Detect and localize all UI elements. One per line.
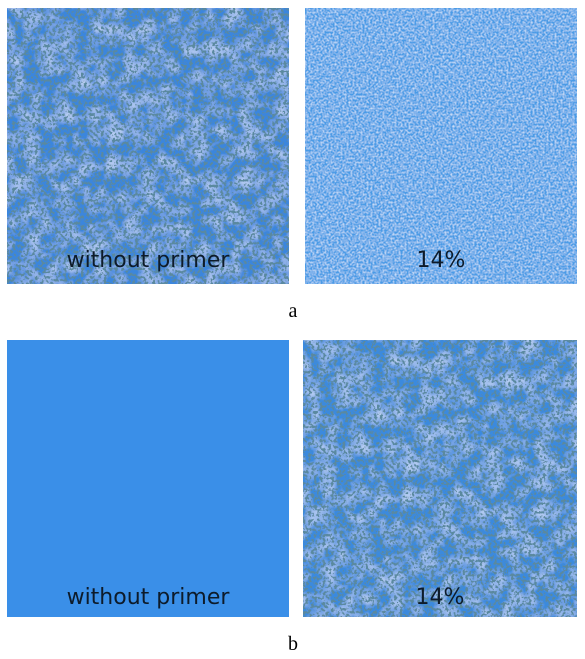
panel-label: 14% <box>415 585 465 610</box>
panel-label: 14% <box>416 248 466 273</box>
texture <box>305 8 577 284</box>
panel-label: without primer <box>66 248 230 273</box>
micrograph: without primer <box>7 340 289 617</box>
texture <box>303 340 577 617</box>
micrograph: 14% <box>305 8 577 284</box>
caption: a <box>288 300 298 322</box>
panel-label: without primer <box>66 585 230 610</box>
caption: b <box>288 633 298 655</box>
texture <box>7 8 289 284</box>
micrograph: 14% <box>303 340 577 617</box>
micrograph: without primer <box>7 8 289 284</box>
texture <box>7 340 289 617</box>
